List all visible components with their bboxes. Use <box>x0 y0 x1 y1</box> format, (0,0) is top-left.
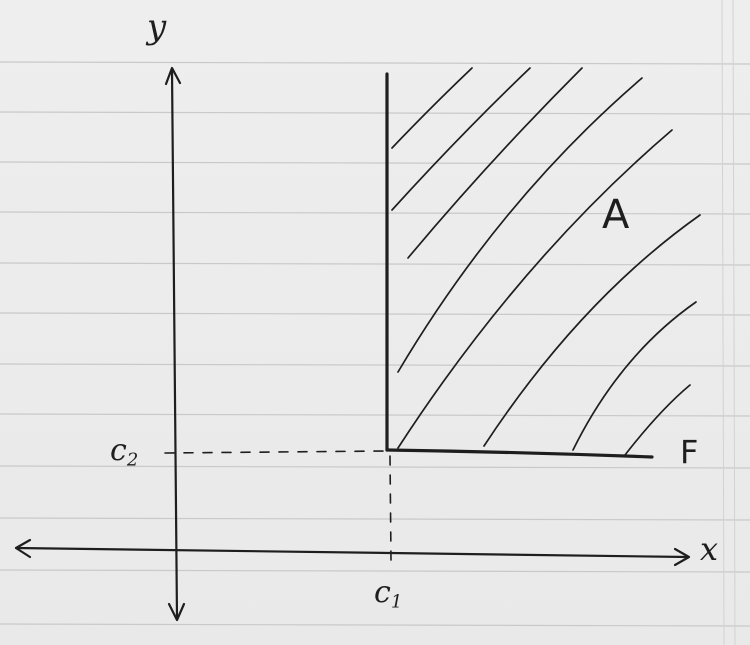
boundary-label: F <box>680 433 699 471</box>
c2-main: c <box>110 433 127 468</box>
region-label: A <box>602 192 630 238</box>
c1-main: c <box>374 575 391 610</box>
c1-subscript: 1 <box>390 591 403 613</box>
y-axis <box>164 66 186 622</box>
c1-label: c1 <box>374 578 402 611</box>
y-axis-label: y <box>147 7 167 47</box>
c2-label: c2 <box>110 436 138 469</box>
x-axis-label: x <box>700 530 719 568</box>
region-hatching <box>391 67 701 456</box>
x-axis <box>14 538 691 567</box>
region-boundary <box>385 72 654 459</box>
c2-subscript: 2 <box>126 449 139 471</box>
